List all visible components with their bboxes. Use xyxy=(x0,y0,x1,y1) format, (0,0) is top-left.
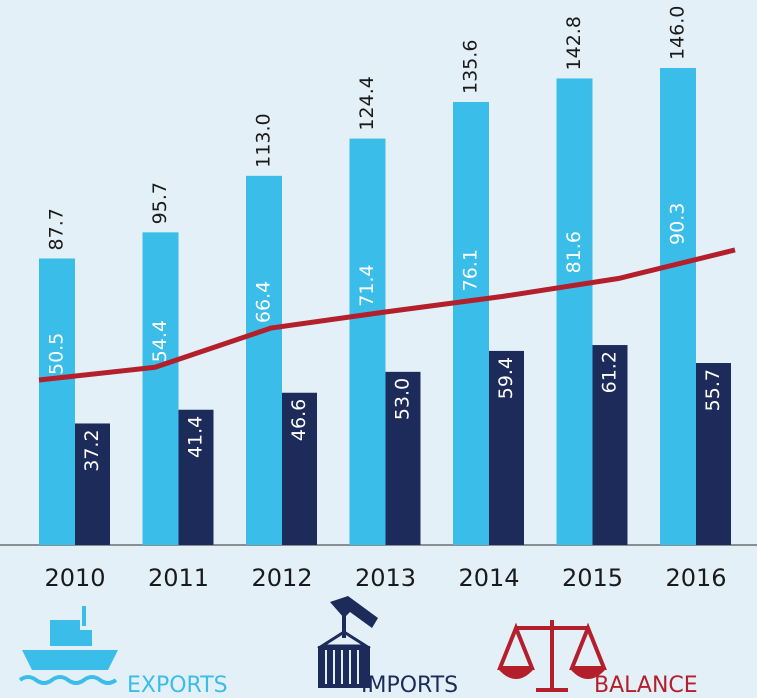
bar xyxy=(246,175,282,545)
value-label: 61.2 xyxy=(599,351,621,393)
bar xyxy=(453,101,489,545)
value-label: 113.0 xyxy=(253,113,275,167)
bar xyxy=(696,363,731,545)
value-label: 46.6 xyxy=(288,399,310,441)
value-label: 59.4 xyxy=(495,357,517,399)
bar xyxy=(178,409,214,545)
x-tick-label: 2015 xyxy=(562,564,623,592)
balance-label: 71.4 xyxy=(356,264,378,306)
balance-icon xyxy=(497,620,607,692)
balance-line xyxy=(38,247,736,383)
x-tick-label: 2010 xyxy=(44,564,105,592)
balance-label: 76.1 xyxy=(460,249,482,291)
value-label: 87.7 xyxy=(46,208,68,250)
legend-label: EXPORTS xyxy=(127,673,228,698)
bar xyxy=(660,68,696,545)
bar xyxy=(282,392,317,545)
legend-label: BALANCE xyxy=(594,673,698,698)
x-tick-label: 2013 xyxy=(355,564,416,592)
value-label: 124.4 xyxy=(356,76,378,130)
value-label: 135.6 xyxy=(460,40,482,94)
bar xyxy=(556,78,593,545)
bar xyxy=(142,232,179,545)
x-tick-label: 2012 xyxy=(251,564,312,592)
balance-label: 50.5 xyxy=(46,333,68,375)
value-label: 37.2 xyxy=(81,429,103,471)
balance-label: 90.3 xyxy=(667,203,689,245)
value-label: 95.7 xyxy=(149,182,171,224)
value-label: 146.0 xyxy=(667,6,689,60)
imports-icon xyxy=(316,596,378,688)
balance-label: 54.4 xyxy=(149,320,171,362)
bar xyxy=(75,423,110,545)
x-tick-label: 2016 xyxy=(665,564,726,592)
bar xyxy=(489,350,524,545)
bar xyxy=(592,345,628,545)
exports-icon xyxy=(18,606,118,685)
x-tick-label: 2011 xyxy=(148,564,209,592)
value-label: 55.7 xyxy=(702,369,724,411)
legend-label: IMPORTS xyxy=(361,673,458,698)
balance-label: 81.6 xyxy=(563,231,585,273)
value-label: 142.8 xyxy=(563,16,585,70)
bar xyxy=(385,371,421,545)
value-label: 53.0 xyxy=(392,378,414,420)
balance-label: 66.4 xyxy=(253,281,275,323)
bar xyxy=(349,138,386,545)
value-label: 41.4 xyxy=(185,416,207,458)
x-tick-label: 2014 xyxy=(458,564,519,592)
bar xyxy=(39,258,75,545)
